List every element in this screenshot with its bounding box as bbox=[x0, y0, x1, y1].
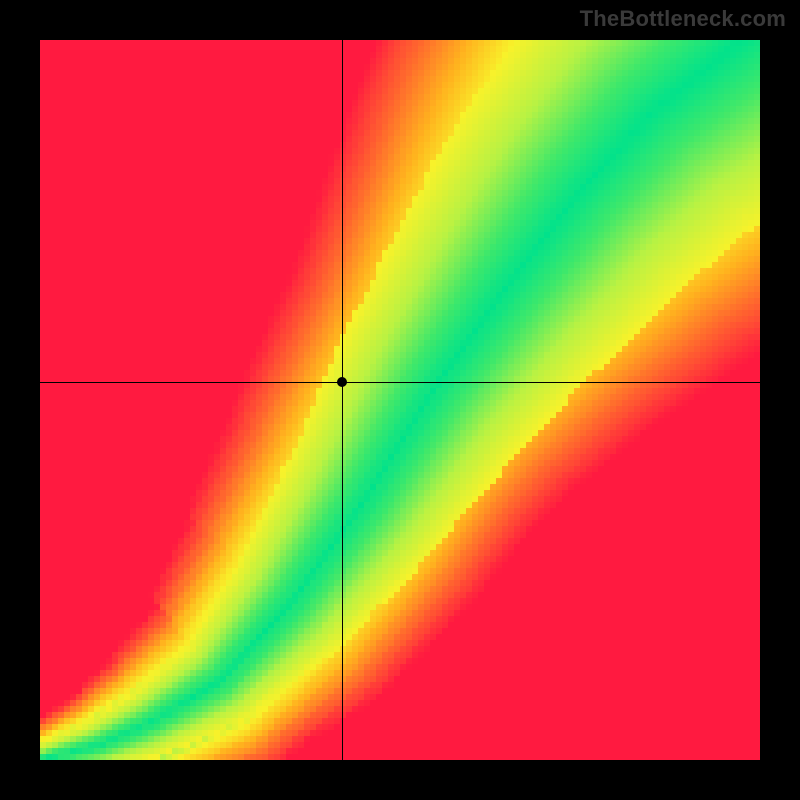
crosshair-vertical bbox=[342, 40, 343, 760]
crosshair-horizontal bbox=[40, 382, 760, 383]
heatmap-canvas bbox=[40, 40, 760, 760]
crosshair-point bbox=[337, 377, 347, 387]
plot-area bbox=[40, 40, 760, 760]
attribution-watermark: TheBottleneck.com bbox=[580, 6, 786, 32]
figure-frame: TheBottleneck.com bbox=[0, 0, 800, 800]
